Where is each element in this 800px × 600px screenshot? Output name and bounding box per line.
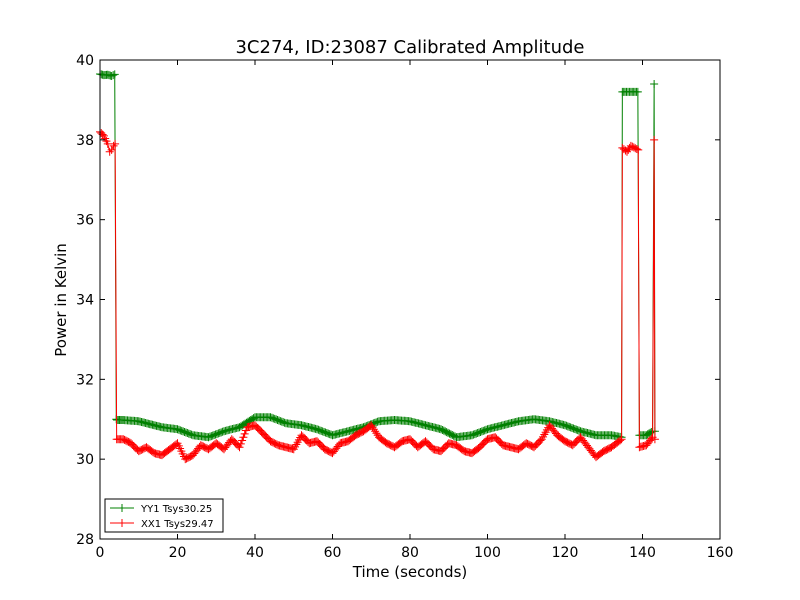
series-1 (96, 127, 659, 464)
data-point-marker (111, 139, 120, 148)
series-layer (96, 69, 659, 464)
data-point-marker (107, 145, 116, 154)
data-point-marker (617, 435, 626, 444)
series-markers (96, 69, 659, 442)
legend: YY1 Tsys30.25 XX1 Tsys29.47 (104, 498, 224, 533)
y-tick-label: 34 (76, 293, 94, 309)
y-tick-label: 32 (76, 372, 94, 388)
legend-label: XX1 Tsys29.47 (141, 519, 214, 530)
data-point-marker (633, 87, 642, 96)
y-tick-label: 38 (76, 133, 94, 149)
x-tick-label: 140 (629, 545, 656, 561)
data-point-marker (236, 439, 245, 448)
ticks-layer: 0 20 40 60 80 100 120 140 160 28 30 32 34 36 38 40 (76, 53, 733, 561)
data-point-marker (240, 429, 249, 438)
x-tick-label: 60 (324, 545, 342, 561)
legend-box (104, 498, 224, 533)
x-tick-label: 20 (169, 545, 187, 561)
data-point-marker (650, 135, 659, 144)
x-axis-label: Time (seconds) (352, 563, 468, 581)
data-point-marker (238, 436, 247, 445)
legend-swatch-marker (118, 504, 126, 512)
data-point-marker (110, 70, 119, 79)
y-tick-label: 36 (76, 213, 94, 229)
y-tick-label: 30 (76, 452, 94, 468)
legend-entries: YY1 Tsys30.25 XX1 Tsys29.47 (110, 504, 214, 530)
x-tick-label: 100 (474, 545, 501, 561)
data-point-marker (109, 71, 118, 80)
data-point-marker (235, 443, 244, 452)
x-tick-label: 0 (96, 545, 105, 561)
legend-swatch-marker (118, 519, 126, 527)
legend-label: YY1 Tsys30.25 (140, 504, 212, 515)
data-point-marker (634, 145, 643, 154)
y-axis-label: Power in Kelvin (52, 243, 70, 357)
series-0 (96, 69, 659, 442)
data-point-marker (103, 139, 112, 148)
data-point-marker (109, 141, 118, 150)
data-point-marker (632, 145, 641, 154)
x-tick-label: 40 (246, 545, 264, 561)
x-tick-label: 120 (552, 545, 579, 561)
data-point-marker (105, 147, 114, 156)
data-point-marker (239, 433, 248, 442)
data-point-marker (616, 436, 625, 445)
x-tick-label: 80 (401, 545, 419, 561)
y-tick-label: 28 (76, 532, 94, 548)
data-point-marker (647, 428, 656, 437)
data-point-marker (650, 435, 659, 444)
x-tick-label: 160 (707, 545, 734, 561)
y-tick-label: 40 (76, 53, 94, 69)
chart-title: 3C274, ID:23087 Calibrated Amplitude (235, 37, 584, 58)
data-point-marker (650, 79, 659, 88)
series-markers (96, 127, 659, 464)
